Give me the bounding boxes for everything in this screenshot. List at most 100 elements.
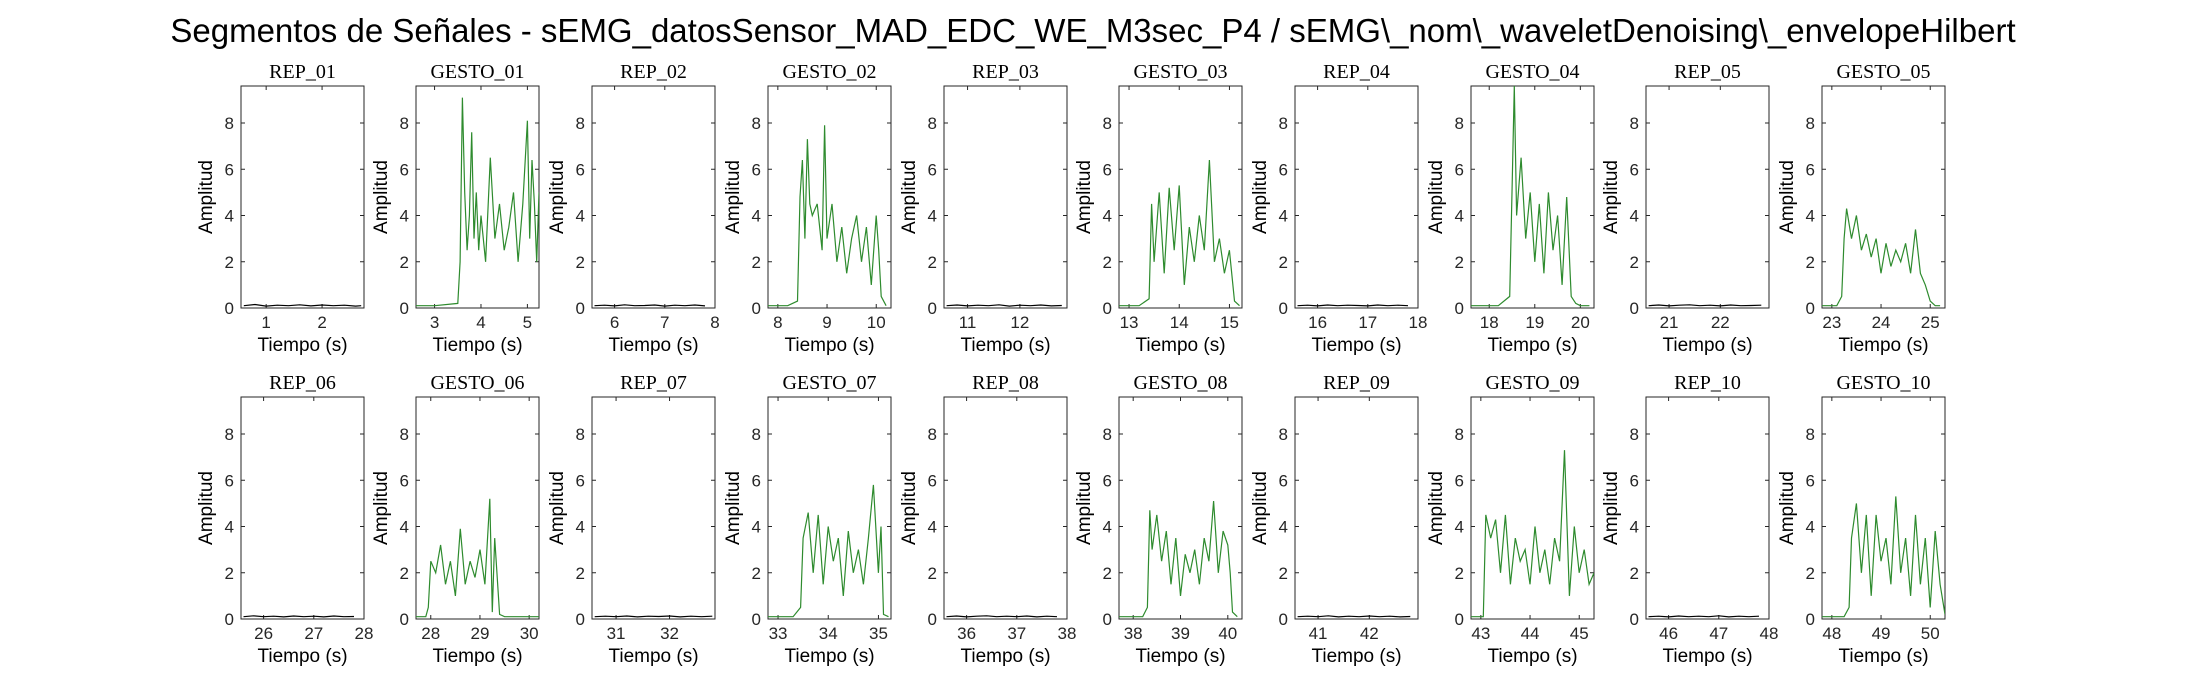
y-tick-label: 2 xyxy=(400,564,409,583)
y-axis-label: Amplitud xyxy=(547,160,568,234)
x-tick-label: 45 xyxy=(1570,624,1589,643)
x-axis-label: Tiempo (s) xyxy=(432,335,522,356)
subplot-16: 0 2 4 6 8 38 39 40 GESTO_08 Tiempo (s) Amplitud xyxy=(1074,372,1243,667)
y-tick-label: 8 xyxy=(752,425,761,444)
subplot-title: GESTO_09 xyxy=(1485,372,1579,394)
axes-box xyxy=(591,85,716,309)
gesto-signal-line xyxy=(768,484,889,618)
x-tick-label: 20 xyxy=(1571,313,1590,332)
x-tick-label: 31 xyxy=(607,624,626,643)
x-axis-label: Tiempo (s) xyxy=(784,335,874,356)
subplot-title: REP_08 xyxy=(972,372,1039,394)
y-tick-label: 4 xyxy=(752,518,761,537)
axes-box xyxy=(1821,85,1946,309)
y-tick-label: 2 xyxy=(400,253,409,272)
y-tick-label: 2 xyxy=(1806,564,1815,583)
subplot-8: 0 2 4 6 8 18 19 20 GESTO_04 Tiempo (s) Amplitud xyxy=(1426,61,1595,356)
y-tick-label: 2 xyxy=(1279,564,1288,583)
y-tick-label: 8 xyxy=(1806,425,1815,444)
y-tick-label: 4 xyxy=(1103,518,1112,537)
x-axis-label: Tiempo (s) xyxy=(960,335,1050,356)
y-tick-label: 2 xyxy=(1279,253,1288,272)
y-tick-label: 4 xyxy=(1630,518,1639,537)
x-tick-label: 24 xyxy=(1872,313,1891,332)
axes-box xyxy=(1118,396,1243,620)
x-tick-label: 48 xyxy=(1760,624,1779,643)
axes-box xyxy=(591,396,716,620)
y-tick-label: 8 xyxy=(1279,114,1288,133)
y-tick-label: 2 xyxy=(1630,253,1639,272)
y-axis-label: Amplitud xyxy=(371,471,392,545)
x-tick-label: 37 xyxy=(1007,624,1026,643)
rep-signal-line xyxy=(243,303,362,307)
y-tick-label: 0 xyxy=(1455,299,1464,318)
y-axis-label: Amplitud xyxy=(196,160,217,234)
y-axis-label: Amplitud xyxy=(1074,471,1095,545)
y-tick-label: 8 xyxy=(1455,425,1464,444)
y-tick-label: 8 xyxy=(1630,114,1639,133)
x-tick-label: 18 xyxy=(1409,313,1428,332)
x-tick-label: 7 xyxy=(660,313,669,332)
y-tick-label: 4 xyxy=(1630,207,1639,226)
y-axis-label: Amplitud xyxy=(1250,471,1271,545)
subplot-title: GESTO_08 xyxy=(1133,372,1227,394)
x-axis-label: Tiempo (s) xyxy=(1311,335,1401,356)
gesto-signal-line xyxy=(768,125,887,307)
x-tick-label: 30 xyxy=(520,624,539,643)
subplot-title: REP_06 xyxy=(269,372,336,394)
x-tick-label: 36 xyxy=(957,624,976,643)
y-tick-label: 0 xyxy=(1630,299,1639,318)
y-tick-label: 2 xyxy=(225,564,234,583)
subplot-title: GESTO_10 xyxy=(1836,372,1930,394)
x-tick-label: 48 xyxy=(1822,624,1841,643)
y-axis-label: Amplitud xyxy=(1426,160,1447,234)
subplot-title: GESTO_06 xyxy=(430,372,524,394)
y-tick-label: 8 xyxy=(400,425,409,444)
x-tick-label: 6 xyxy=(610,313,619,332)
y-tick-label: 0 xyxy=(1630,610,1639,629)
gesto-signal-line xyxy=(416,498,539,618)
subplot-title: GESTO_03 xyxy=(1133,61,1227,83)
y-axis-label: Amplitud xyxy=(547,471,568,545)
y-tick-label: 4 xyxy=(576,518,585,537)
x-tick-label: 15 xyxy=(1220,313,1239,332)
y-tick-label: 8 xyxy=(225,114,234,133)
x-tick-label: 39 xyxy=(1171,624,1190,643)
rep-signal-line xyxy=(1648,615,1760,618)
y-tick-label: 8 xyxy=(1103,114,1112,133)
y-axis-label: Amplitud xyxy=(1601,471,1622,545)
x-tick-label: 33 xyxy=(769,624,788,643)
y-tick-label: 8 xyxy=(576,114,585,133)
x-axis-label: Tiempo (s) xyxy=(1662,335,1752,356)
y-tick-label: 6 xyxy=(1630,471,1639,490)
y-tick-label: 2 xyxy=(1103,253,1112,272)
subplot-1: 0 2 4 6 8 1 2 REP_01 Tiempo (s) Amplitud xyxy=(196,61,365,356)
subplot-title: REP_01 xyxy=(269,61,336,83)
y-tick-label: 0 xyxy=(1279,299,1288,318)
x-axis-label: Tiempo (s) xyxy=(960,646,1050,667)
y-tick-label: 6 xyxy=(1103,160,1112,179)
y-axis-label: Amplitud xyxy=(1074,160,1095,234)
x-tick-label: 16 xyxy=(1308,313,1327,332)
x-axis-label: Tiempo (s) xyxy=(1662,646,1752,667)
x-tick-label: 12 xyxy=(1010,313,1029,332)
x-axis-label: Tiempo (s) xyxy=(784,646,874,667)
y-tick-label: 4 xyxy=(1455,207,1464,226)
y-axis-label: Amplitud xyxy=(1250,160,1271,234)
y-tick-label: 4 xyxy=(1279,518,1288,537)
x-tick-label: 28 xyxy=(355,624,374,643)
y-tick-label: 0 xyxy=(1806,610,1815,629)
x-axis-label: Tiempo (s) xyxy=(608,335,698,356)
y-tick-label: 6 xyxy=(752,160,761,179)
x-axis-label: Tiempo (s) xyxy=(1838,646,1928,667)
axes-box xyxy=(415,396,540,620)
y-tick-label: 0 xyxy=(400,299,409,318)
gesto-signal-line xyxy=(416,97,539,307)
x-tick-label: 40 xyxy=(1218,624,1237,643)
subplot-9: 0 2 4 6 8 21 22 REP_05 Tiempo (s) Amplitud xyxy=(1601,61,1770,356)
y-tick-label: 0 xyxy=(1103,610,1112,629)
y-tick-label: 4 xyxy=(576,207,585,226)
y-tick-label: 2 xyxy=(752,253,761,272)
y-tick-label: 0 xyxy=(1279,610,1288,629)
